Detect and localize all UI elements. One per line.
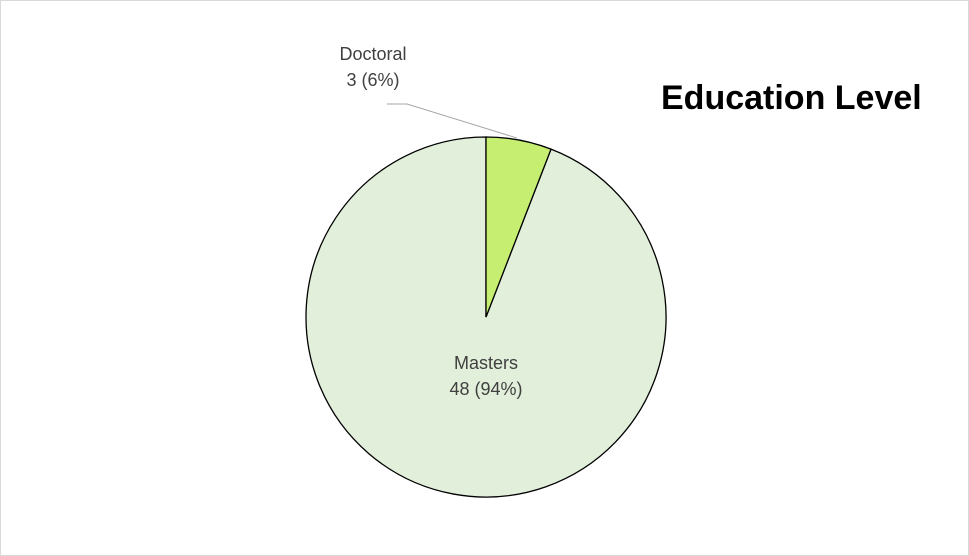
pie-labels: Masters 48 (94%) Doctoral 3 (6%) — [339, 44, 522, 399]
slice-label-name: Doctoral — [339, 44, 406, 64]
slice-label-value: 48 (94%) — [449, 379, 522, 399]
pie-slice-doctoral — [485, 136, 552, 318]
slice-label-name: Masters — [454, 353, 518, 373]
slice-label-value: 3 (6%) — [346, 70, 399, 90]
slice-label-doctoral: Doctoral 3 (6%) — [339, 44, 406, 90]
pie-slices — [305, 136, 667, 498]
slice-label-masters: Masters 48 (94%) — [449, 353, 522, 399]
chart-title: Education Level — [661, 79, 922, 117]
leader-line — [387, 103, 518, 139]
